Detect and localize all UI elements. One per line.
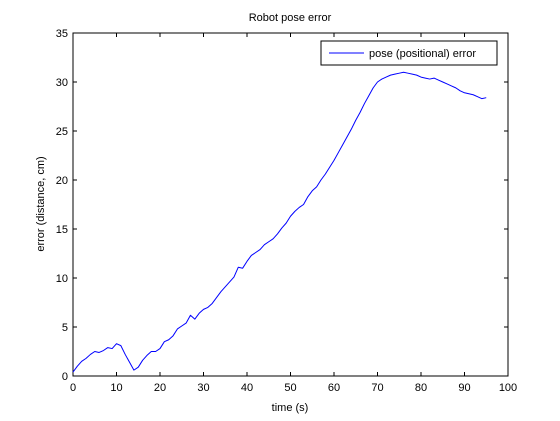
chart-title: Robot pose error	[249, 12, 332, 24]
x-tick-label: 70	[371, 382, 383, 394]
plot-area	[72, 32, 509, 377]
y-tick-label: 30	[56, 77, 68, 89]
y-tick-label: 15	[56, 224, 68, 236]
x-tick-label: 10	[110, 382, 122, 394]
x-tick-label: 60	[328, 382, 340, 394]
x-tick-label: 50	[284, 382, 296, 394]
y-tick-label: 5	[62, 322, 68, 334]
series-line-pose-positional-error	[72, 71, 487, 373]
legend-label: pose (positional) error	[369, 48, 476, 60]
x-tick-label: 20	[154, 382, 166, 394]
x-tick-label: 30	[197, 382, 209, 394]
y-tick-label: 0	[62, 371, 68, 383]
y-tick-label: 20	[56, 175, 68, 187]
x-axis-label: time (s)	[272, 402, 309, 414]
series-layer	[72, 71, 487, 373]
x-tick-label: 40	[241, 382, 253, 394]
x-tick-label: 100	[499, 382, 517, 394]
y-axis-label: error (distance, cm)	[35, 156, 47, 251]
y-tick-label: 35	[56, 28, 68, 40]
y-axis-ticks: 0 5 10 15 20 25 30 35	[56, 28, 508, 383]
legend: pose (positional) error	[320, 40, 498, 66]
x-tick-label: 0	[70, 382, 76, 394]
x-tick-label: 90	[458, 382, 470, 394]
x-axis-ticks: 0 10 20 30 40 50 60 70 80 90 100	[70, 33, 517, 394]
y-tick-label: 25	[56, 126, 68, 138]
y-tick-label: 10	[56, 273, 68, 285]
x-tick-label: 80	[415, 382, 427, 394]
